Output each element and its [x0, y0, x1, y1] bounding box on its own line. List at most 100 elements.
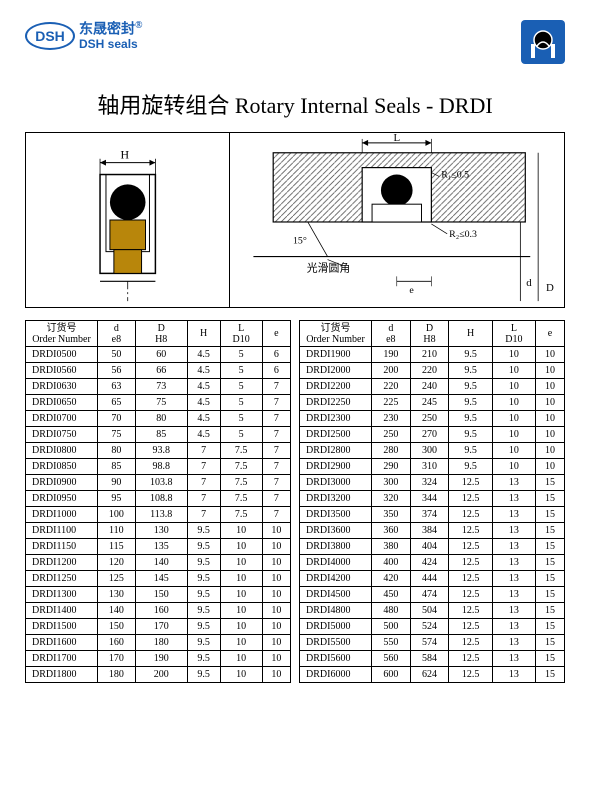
- col-d: de8: [98, 321, 136, 347]
- table-cell: 600: [372, 667, 411, 683]
- table-cell: 13: [492, 587, 535, 603]
- table-cell: 10: [262, 539, 290, 555]
- table-row: DRDI12501251459.51010: [26, 571, 291, 587]
- table-row: DRDI560056058412.51315: [300, 651, 565, 667]
- table-cell: 200: [135, 667, 187, 683]
- table-cell: 15: [535, 635, 564, 651]
- table-cell: 7.5: [220, 491, 262, 507]
- table-cell: 13: [492, 507, 535, 523]
- table-cell: 7.5: [220, 459, 262, 475]
- table-cell: 4.5: [187, 347, 220, 363]
- table-cell: 7: [262, 443, 290, 459]
- table-cell: 65: [98, 395, 136, 411]
- table-cell: DRDI4800: [300, 603, 372, 619]
- table-cell: 7: [187, 443, 220, 459]
- table-cell: 75: [135, 395, 187, 411]
- table-cell: 290: [372, 459, 411, 475]
- table-cell: 140: [135, 555, 187, 571]
- brand-logo: DSH 东晟密封® DSH seals: [25, 20, 142, 51]
- table-cell: 190: [372, 347, 411, 363]
- label-smooth-corner: 光滑圆角: [307, 260, 350, 274]
- table-cell: 10: [262, 587, 290, 603]
- table-cell: 245: [410, 395, 449, 411]
- table-cell: 9.5: [449, 443, 493, 459]
- table-cell: 170: [98, 651, 136, 667]
- table-row: DRDI400040042412.51315: [300, 555, 565, 571]
- table-cell: 145: [135, 571, 187, 587]
- technical-diagram: H L: [25, 132, 565, 308]
- table-cell: DRDI3000: [300, 475, 372, 491]
- table-cell: 9.5: [449, 379, 493, 395]
- table-cell: 10: [492, 427, 535, 443]
- col-order-number: 订货号Order Number: [26, 321, 98, 347]
- table-cell: 9.5: [187, 539, 220, 555]
- table-cell: 13: [492, 523, 535, 539]
- spec-table-left: 订货号Order Number de8 DH8 H LD10 e DRDI050…: [25, 320, 291, 683]
- table-cell: 10: [492, 379, 535, 395]
- dim-D: D: [546, 282, 554, 294]
- table-cell: DRDI2500: [300, 427, 372, 443]
- table-cell: DRDI1150: [26, 539, 98, 555]
- table-cell: 115: [98, 539, 136, 555]
- table-cell: 12.5: [449, 523, 493, 539]
- table-cell: 15: [535, 603, 564, 619]
- table-row: DRDI25002502709.51010: [300, 427, 565, 443]
- table-cell: 9.5: [449, 459, 493, 475]
- table-cell: DRDI1100: [26, 523, 98, 539]
- table-cell: DRDI3600: [300, 523, 372, 539]
- table-cell: 73: [135, 379, 187, 395]
- table-cell: 140: [98, 603, 136, 619]
- table-row: DRDI300030032412.51315: [300, 475, 565, 491]
- table-cell: 12.5: [449, 539, 493, 555]
- table-cell: DRDI0500: [26, 347, 98, 363]
- table-row: DRDI16001601809.51010: [26, 635, 291, 651]
- table-cell: 220: [372, 379, 411, 395]
- table-row: DRDI1000100113.877.57: [26, 507, 291, 523]
- table-cell: 10: [535, 379, 564, 395]
- table-cell: 9.5: [187, 571, 220, 587]
- table-cell: 13: [492, 571, 535, 587]
- table-row: DRDI090090103.877.57: [26, 475, 291, 491]
- table-cell: 10: [535, 347, 564, 363]
- table-cell: 135: [135, 539, 187, 555]
- table-cell: 10: [535, 363, 564, 379]
- table-cell: DRDI4500: [300, 587, 372, 603]
- table-cell: 130: [135, 523, 187, 539]
- table-cell: 230: [372, 411, 411, 427]
- table-row: DRDI350035037412.51315: [300, 507, 565, 523]
- table-row: DRDI600060062412.51315: [300, 667, 565, 683]
- table-cell: 250: [372, 427, 411, 443]
- label-R1: R₁≤0.5: [442, 169, 470, 180]
- table-cell: DRDI3200: [300, 491, 372, 507]
- table-cell: 225: [372, 395, 411, 411]
- table-row: DRDI095095108.877.57: [26, 491, 291, 507]
- table-cell: 10: [535, 427, 564, 443]
- table-cell: 12.5: [449, 507, 493, 523]
- table-cell: 10: [492, 411, 535, 427]
- table-row: DRDI056056664.556: [26, 363, 291, 379]
- table-cell: 7: [187, 507, 220, 523]
- table-cell: 12.5: [449, 491, 493, 507]
- table-cell: 7: [187, 475, 220, 491]
- table-cell: 324: [410, 475, 449, 491]
- table-cell: DRDI0850: [26, 459, 98, 475]
- table-cell: 15: [535, 491, 564, 507]
- table-cell: 9.5: [187, 651, 220, 667]
- col-H: H: [449, 321, 493, 347]
- table-cell: 15: [535, 587, 564, 603]
- table-cell: 4.5: [187, 395, 220, 411]
- table-cell: DRDI3500: [300, 507, 372, 523]
- table-cell: 125: [98, 571, 136, 587]
- tables-container: 订货号Order Number de8 DH8 H LD10 e DRDI050…: [25, 320, 565, 683]
- label-angle: 15°: [293, 236, 307, 247]
- table-cell: DRDI2300: [300, 411, 372, 427]
- table-row: DRDI420042044412.51315: [300, 571, 565, 587]
- table-cell: 50: [98, 347, 136, 363]
- table-cell: DRDI2200: [300, 379, 372, 395]
- table-cell: 13: [492, 555, 535, 571]
- table-cell: 7: [262, 379, 290, 395]
- table-cell: 320: [372, 491, 411, 507]
- table-cell: 7.5: [220, 507, 262, 523]
- table-cell: 110: [98, 523, 136, 539]
- table-cell: DRDI0700: [26, 411, 98, 427]
